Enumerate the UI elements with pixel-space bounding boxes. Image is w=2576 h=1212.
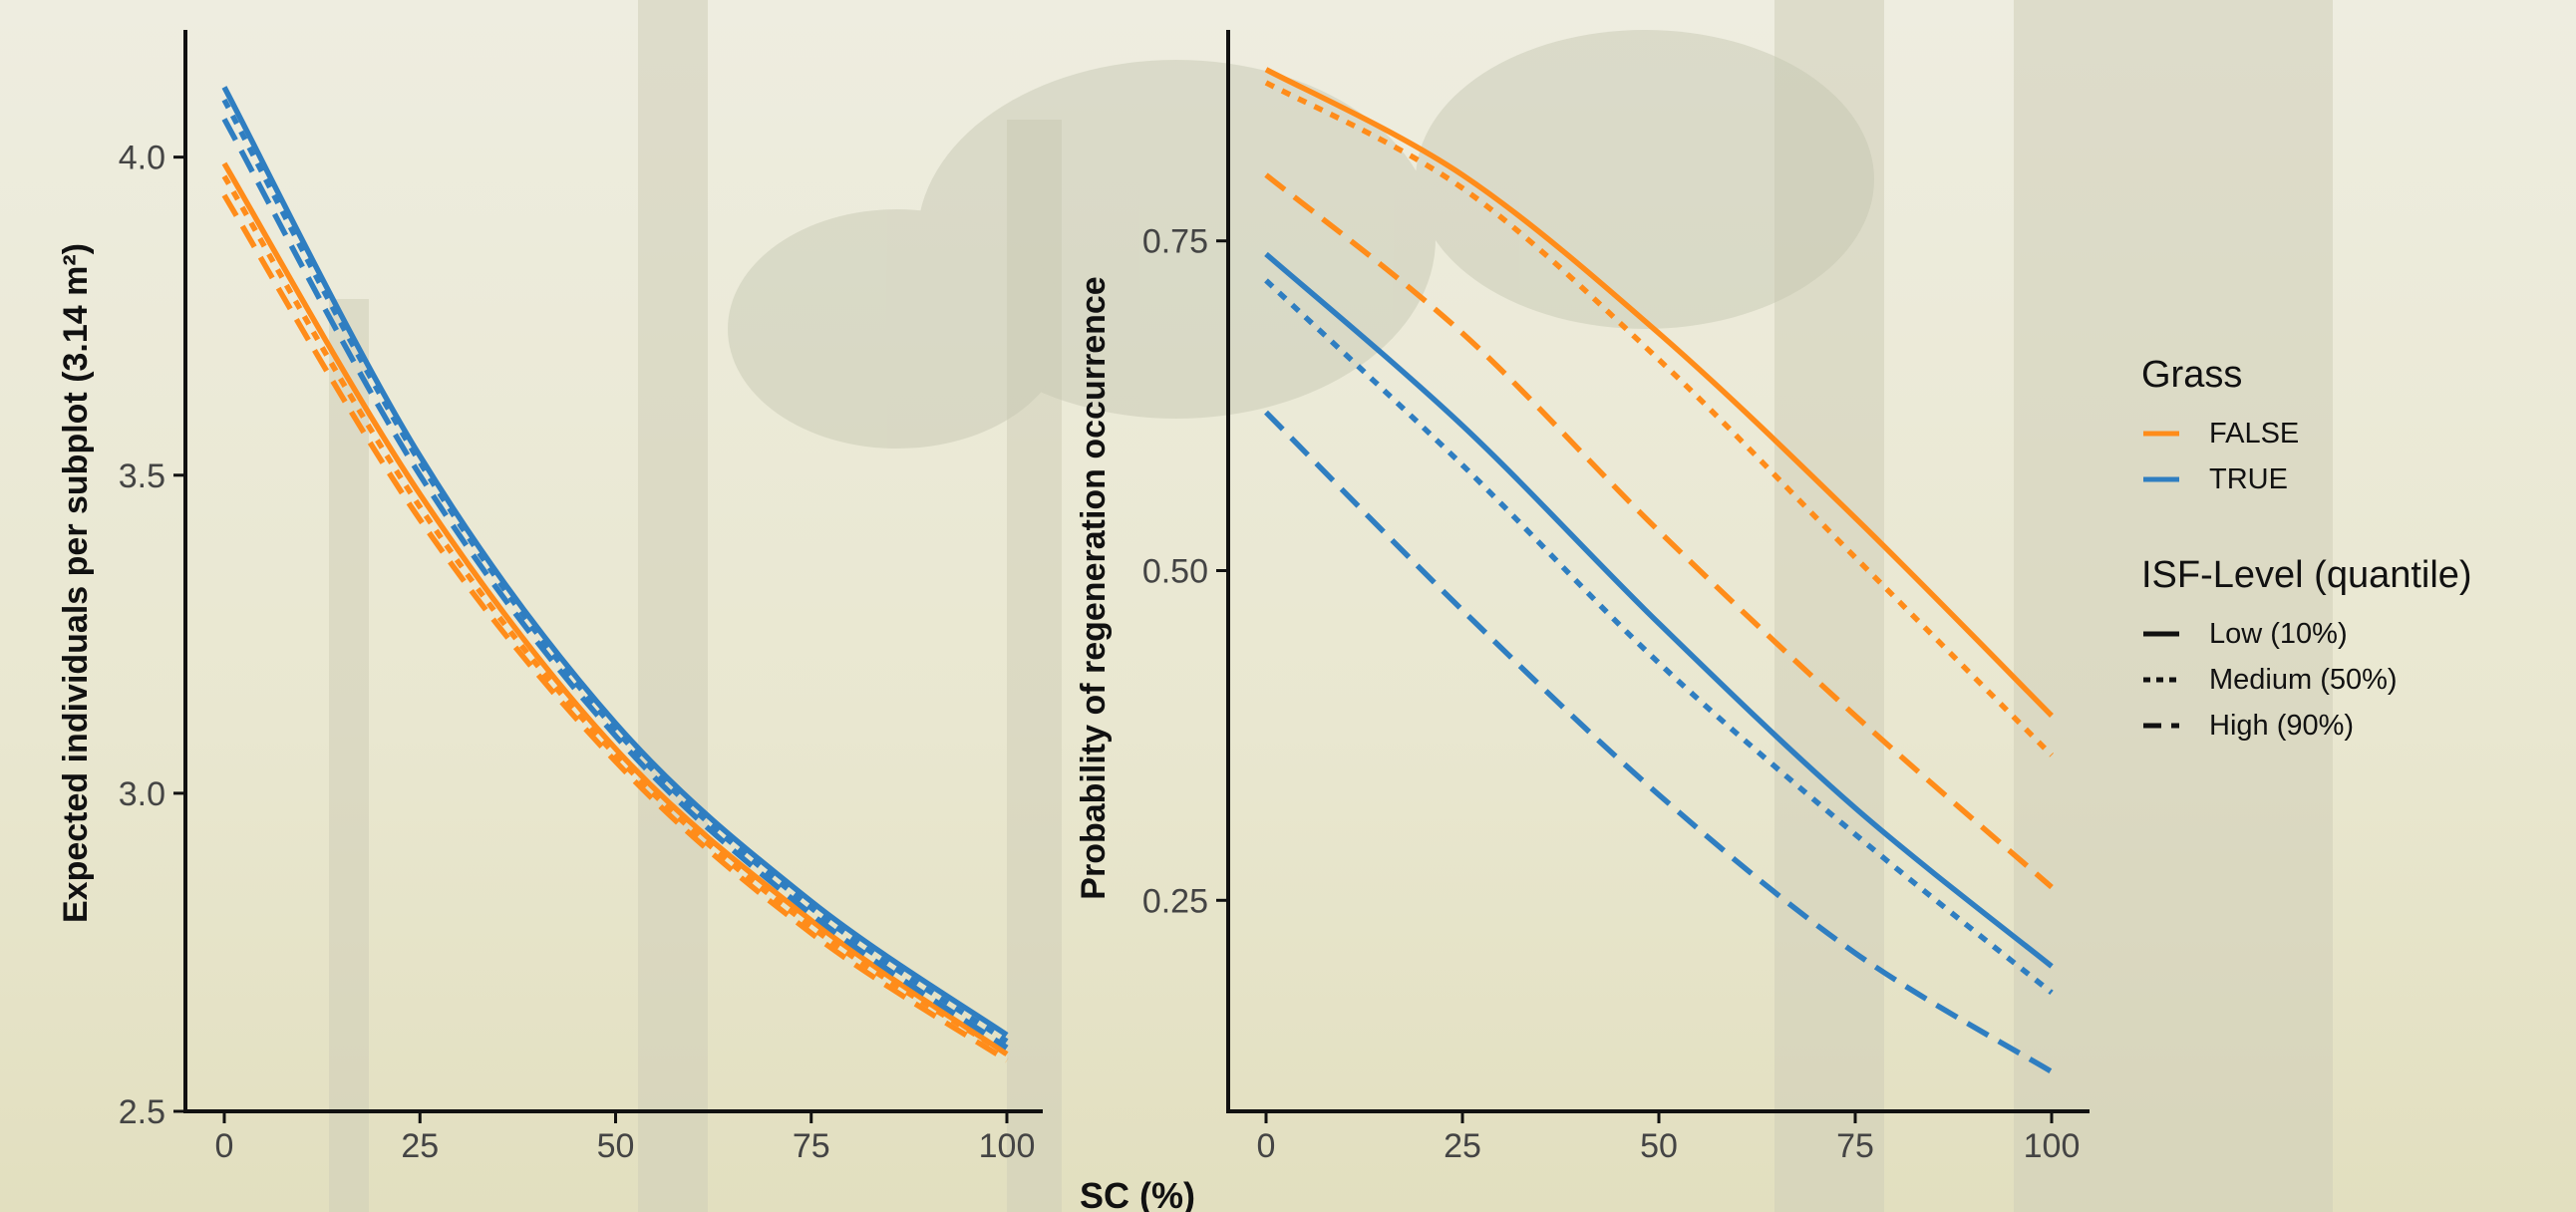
- left-x-tick-label: 75: [793, 1127, 830, 1165]
- right-x-tick-label: 50: [1640, 1127, 1678, 1165]
- right-y-tick-label: 0.75: [1142, 223, 1208, 261]
- legend-key-false: [2141, 419, 2181, 449]
- left-series-false-low: [224, 163, 1007, 1055]
- left-x-tick-label: 25: [401, 1127, 439, 1165]
- right-series-false-medium: [1266, 83, 2052, 756]
- legend-key-medium: [2141, 665, 2181, 695]
- legend-key-low: [2141, 619, 2181, 649]
- right-series-group: [1266, 70, 2052, 1072]
- left-x-ticks: 0 25 50 75 100: [215, 1111, 1036, 1165]
- left-x-tick-label: 100: [979, 1127, 1036, 1165]
- right-series-true-medium: [1266, 280, 2052, 993]
- left-y-axis-label: Expected individuals per subplot (3.14 m…: [57, 243, 95, 923]
- left-series-true-high: [224, 119, 1007, 1048]
- left-x-tick-label: 50: [597, 1127, 635, 1165]
- legend-item-high: High (90%): [2141, 703, 2472, 749]
- right-series-true-high: [1266, 413, 2052, 1072]
- left-series-group: [224, 87, 1007, 1060]
- right-x-tick-label: 0: [1257, 1127, 1276, 1165]
- legend-key-high: [2141, 711, 2181, 741]
- left-series-false-medium: [224, 176, 1007, 1055]
- legend-key-true: [2141, 464, 2181, 494]
- right-x-ticks: 0 25 50 75 100: [1257, 1111, 2081, 1165]
- panel-expected-individuals: 2.5 3.0 3.5 4.0 0 25 50 75 100 Expected individ…: [57, 30, 1043, 1165]
- right-y-axis-label: Probability of regeneration occurrence: [1075, 276, 1113, 899]
- legend-item-medium: Medium (50%): [2141, 657, 2472, 703]
- legend-grass-title: Grass: [2141, 354, 2472, 397]
- right-y-ticks: 0.25 0.50 0.75: [1142, 223, 1228, 921]
- right-x-tick-label: 75: [1836, 1127, 1874, 1165]
- left-y-ticks: 2.5 3.0 3.5 4.0: [119, 140, 185, 1131]
- legend-label-high: High (90%): [2209, 710, 2354, 743]
- legend-item-low: Low (10%): [2141, 611, 2472, 657]
- left-series-true-low: [224, 87, 1007, 1035]
- left-y-tick-label: 3.0: [119, 775, 165, 813]
- right-y-tick-label: 0.25: [1142, 882, 1208, 920]
- panel-probability: 0.25 0.50 0.75 0 25 50 75 100 Probability of r…: [1075, 30, 2090, 1165]
- legend: Grass FALSE TRUE ISF-Level (quantile) Lo…: [2141, 354, 2472, 749]
- legend-isf-title: ISF-Level (quantile): [2141, 554, 2472, 597]
- right-x-tick-label: 25: [1444, 1127, 1481, 1165]
- left-y-tick-label: 4.0: [119, 140, 165, 177]
- legend-item-true: TRUE: [2141, 456, 2472, 502]
- legend-item-false: FALSE: [2141, 411, 2472, 456]
- left-x-tick-label: 0: [215, 1127, 234, 1165]
- legend-label-true: TRUE: [2209, 463, 2288, 496]
- left-y-tick-label: 3.5: [119, 457, 165, 495]
- right-x-tick-label: 100: [2024, 1127, 2081, 1165]
- x-axis-label: SC (%): [1080, 1175, 1195, 1212]
- right-y-tick-label: 0.50: [1142, 553, 1208, 591]
- legend-label-medium: Medium (50%): [2209, 664, 2398, 697]
- legend-label-false: FALSE: [2209, 418, 2299, 451]
- legend-label-low: Low (10%): [2209, 618, 2348, 651]
- left-y-tick-label: 2.5: [119, 1093, 165, 1131]
- left-series-true-medium: [224, 100, 1007, 1042]
